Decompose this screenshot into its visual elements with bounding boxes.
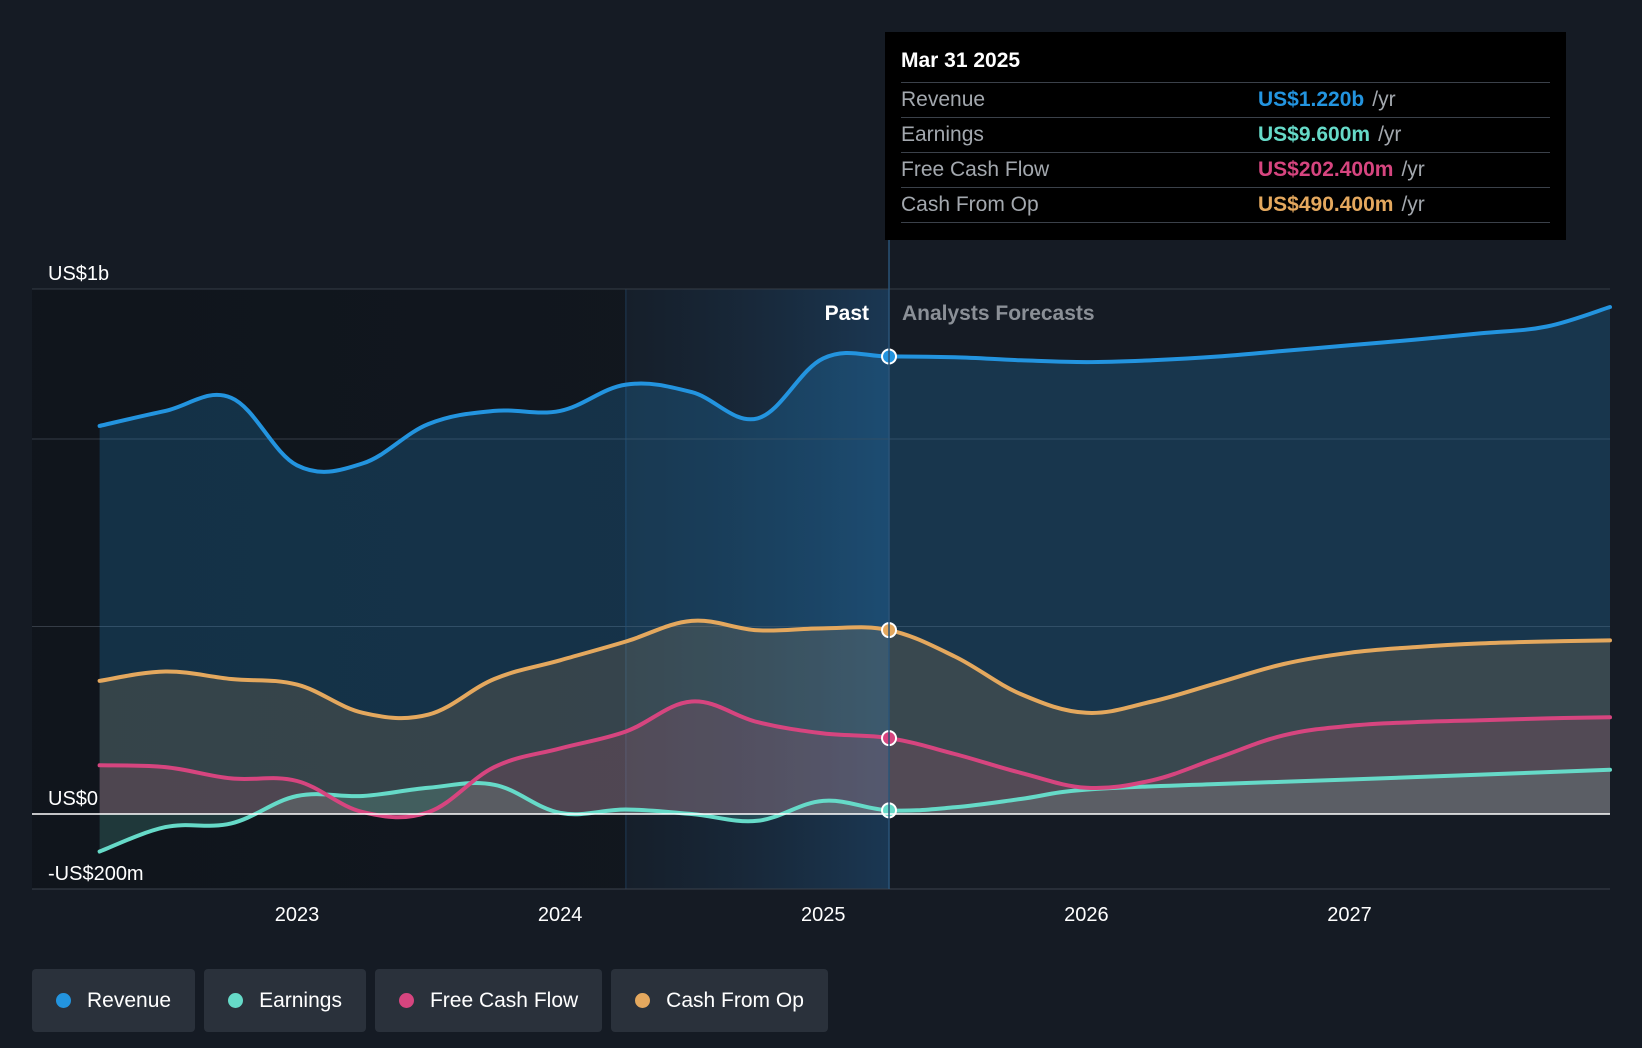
x-tick-label: 2026 <box>1064 904 1109 926</box>
earnings-line <box>97 767 1612 854</box>
tooltip-date: Mar 31 2025 <box>901 46 1550 83</box>
legend-label: Revenue <box>87 988 172 1012</box>
tooltip-unit: /yr <box>1401 158 1425 181</box>
legend-label: Earnings <box>259 988 342 1012</box>
legend: Revenue Earnings Free Cash Flow Cash Fro… <box>32 969 828 1032</box>
free-cash-flow-area <box>99 701 1611 818</box>
tooltip-value: US$202.400m <box>1258 158 1394 181</box>
tooltip-label: Revenue <box>901 88 986 111</box>
earnings-dot-icon <box>228 993 244 1008</box>
legend-label: Cash From Op <box>666 988 804 1012</box>
tooltip-unit: /yr <box>1372 88 1396 111</box>
tooltip-label: Earnings <box>901 123 984 146</box>
legend-item-earnings[interactable]: Earnings <box>204 969 366 1032</box>
x-tick-label: 2025 <box>801 904 846 926</box>
highlight-region <box>625 289 890 889</box>
tooltip-label: Free Cash Flow <box>901 158 1050 181</box>
tooltip-value: US$1.220b <box>1258 88 1365 111</box>
earnings-area <box>99 769 1611 852</box>
past-region <box>32 289 626 889</box>
legend-item-free-cash-flow[interactable]: Free Cash Flow <box>374 969 603 1032</box>
y-tick-label: -US$200m <box>48 863 144 885</box>
tooltip-row-earnings: Earnings US$9.600m /yr <box>901 118 1550 153</box>
legend-label: Free Cash Flow <box>429 988 579 1012</box>
tooltip-value: US$490.400m <box>1258 193 1394 216</box>
tooltip-row-cfo: Cash From Op US$490.400m /yr <box>901 188 1550 223</box>
tooltip-row-fcf: Free Cash Flow US$202.400m /yr <box>901 153 1550 188</box>
past-label: Past <box>825 302 869 325</box>
cash-from-op-line <box>97 618 1612 721</box>
tooltip-value: US$9.600m <box>1258 123 1371 146</box>
revenue-line <box>97 305 1612 474</box>
legend-item-revenue[interactable]: Revenue <box>32 969 196 1032</box>
legend-item-cash-from-op[interactable]: Cash From Op <box>611 969 828 1032</box>
tooltip-label: Cash From Op <box>901 193 1039 216</box>
y-tick-label: US$0 <box>48 788 98 810</box>
tooltip-unit: /yr <box>1378 123 1402 146</box>
tooltip: Mar 31 2025 Revenue US$1.220b /yr Earnin… <box>885 32 1566 240</box>
free-cash-flow-line <box>97 699 1612 820</box>
x-tick-label: 2027 <box>1327 904 1372 926</box>
cash-from-op-area <box>99 620 1611 814</box>
forecast-label: Analysts Forecasts <box>902 302 1095 325</box>
revenue-dot-icon <box>56 993 71 1008</box>
x-tick-label: 2024 <box>538 904 583 926</box>
x-tick-label: 2023 <box>275 904 320 926</box>
free-cash-flow-dot-icon <box>398 993 414 1008</box>
y-tick-label: US$1b <box>48 263 109 285</box>
tooltip-unit: /yr <box>1401 193 1425 216</box>
cash-from-op-dot-icon <box>635 993 651 1008</box>
tooltip-row-revenue: Revenue US$1.220b /yr <box>901 83 1550 118</box>
